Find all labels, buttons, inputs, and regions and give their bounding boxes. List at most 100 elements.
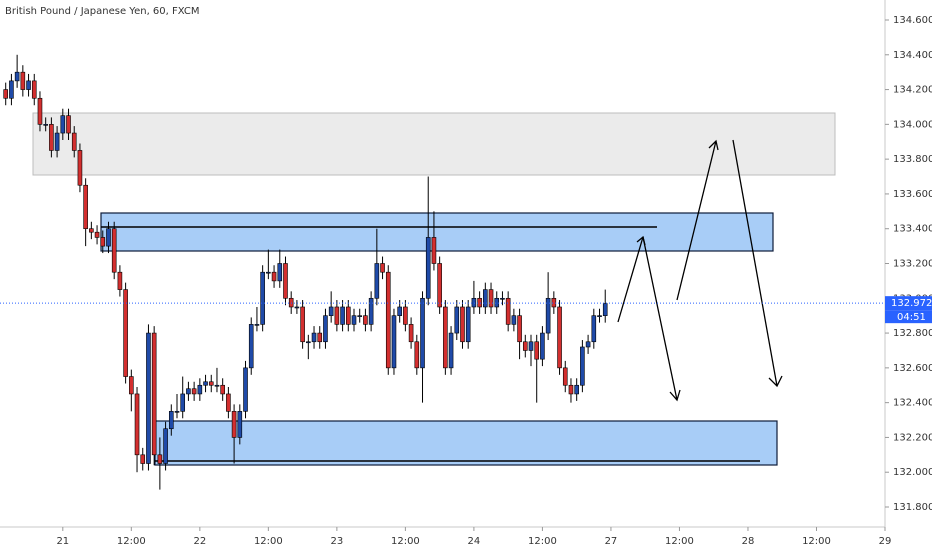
x-tick-label: 23 (331, 536, 344, 547)
x-tick-label: 12:00 (117, 536, 146, 547)
candle-body (557, 306, 562, 369)
candle-body (214, 384, 220, 387)
candle-body (243, 367, 248, 412)
candle-body (191, 388, 197, 395)
y-tick-label: 133.400 (893, 224, 932, 235)
x-tick-label: 21 (56, 536, 69, 547)
candles (3, 54, 608, 490)
candle-body (66, 115, 71, 134)
y-tick-label: 133.200 (893, 259, 932, 270)
y-tick-label: 133.800 (893, 154, 932, 165)
candle-body (266, 271, 271, 274)
candle-body (14, 71, 20, 82)
candle-body (431, 237, 437, 264)
candle-body (568, 384, 574, 395)
candle-body (208, 381, 214, 386)
candle-body (500, 297, 505, 300)
candle-body (574, 384, 579, 395)
candle-body (602, 303, 608, 316)
candle-body (43, 124, 48, 126)
candle-body (408, 324, 414, 343)
candle-body (585, 341, 591, 348)
candle-body (517, 315, 522, 343)
candle-body (522, 341, 528, 351)
candle-body (168, 411, 174, 430)
candle-body (397, 306, 402, 316)
candle-body (271, 271, 277, 282)
candle-body (146, 332, 151, 464)
candle-body (60, 115, 66, 134)
y-tick-label: 133.600 (893, 189, 932, 200)
candle-body (328, 306, 334, 316)
chart-title: British Pound / Japanese Yen, 60, FXCM (5, 6, 200, 17)
candle-body (129, 376, 134, 395)
projection-arrows (617, 139, 783, 402)
candle-body (551, 297, 557, 308)
candle-body (37, 97, 43, 125)
x-tick-label: 12:00 (528, 536, 557, 547)
candle-body (54, 132, 60, 151)
x-tick-label: 12:00 (802, 536, 831, 547)
candle-body (186, 388, 191, 395)
candle-body (31, 80, 37, 99)
x-tick-label: 12:00 (254, 536, 283, 547)
candle-body (49, 124, 54, 151)
candle-body (351, 315, 357, 325)
candle-body (203, 381, 208, 386)
candle-body (368, 297, 374, 325)
y-tick-label: 132.400 (893, 398, 932, 409)
x-tick-label: 12:00 (665, 536, 694, 547)
y-tick-label: 132.000 (893, 467, 932, 478)
candle-body (443, 306, 448, 369)
candle-body (111, 228, 117, 273)
candle-body (488, 289, 494, 308)
candle-body (26, 80, 31, 90)
candle-body (345, 306, 351, 325)
candle-body (477, 297, 482, 308)
candle-body (317, 332, 323, 343)
candle-body (288, 297, 294, 308)
candle-body (231, 411, 237, 438)
candle-body (151, 332, 157, 456)
candle-body (323, 315, 328, 343)
candle-body (94, 231, 100, 238)
candle-body (334, 306, 340, 325)
y-tick-label: 134.600 (893, 15, 932, 26)
candle-body (180, 393, 186, 412)
candle-body (77, 150, 83, 186)
candle-body (248, 324, 254, 369)
candle-body (391, 315, 397, 369)
candle-body (494, 297, 500, 308)
last-price-label: 132.972 (891, 298, 932, 309)
y-tick-label: 132.200 (893, 432, 932, 443)
candle-body (163, 428, 168, 464)
candle-body (403, 306, 408, 325)
candle-body (117, 271, 123, 290)
y-tick-label: 132.800 (893, 328, 932, 339)
candle-body (374, 263, 380, 299)
candle-body (414, 341, 420, 369)
candle-body (260, 271, 265, 325)
candle-body (220, 384, 225, 395)
y-tick-label: 131.800 (893, 502, 932, 513)
candle-body (597, 315, 602, 317)
candle-body (545, 297, 551, 334)
candle-body (420, 297, 425, 369)
y-tick-label: 132.600 (893, 363, 932, 374)
x-tick-label: 12:00 (391, 536, 420, 547)
candle-body (300, 306, 305, 343)
supply-zone (32, 112, 836, 176)
candle-body (505, 297, 511, 325)
candle-body (306, 341, 311, 344)
countdown-box (885, 310, 932, 324)
candle-body (71, 132, 77, 151)
candle-body (471, 297, 477, 308)
candle-body (89, 228, 94, 233)
candle-body (460, 306, 465, 343)
candle-body (562, 367, 568, 386)
arrow (676, 139, 719, 301)
x-tick-label: 29 (879, 536, 892, 547)
candle-body (340, 306, 345, 325)
candle-body (157, 454, 163, 464)
support-zone (154, 420, 778, 466)
